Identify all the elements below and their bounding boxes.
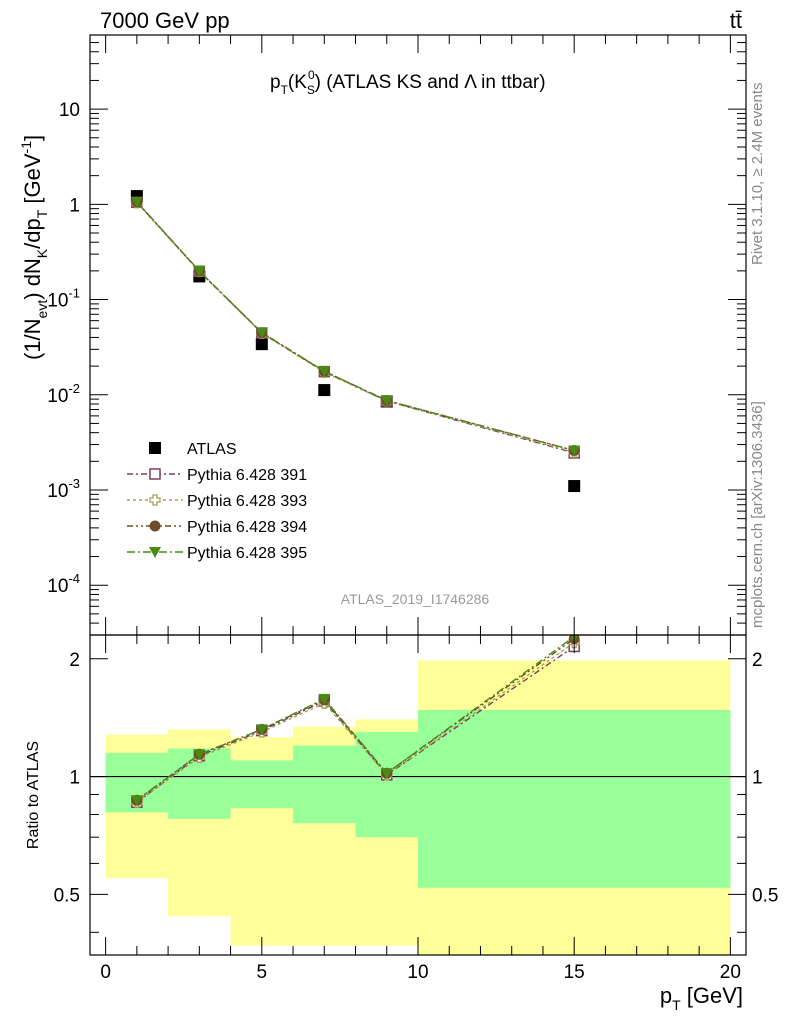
ratio-point [318,693,331,705]
main-panel: 10-4 10-3 10-2 10-1 1 10 pT(KS0) (ATLAS KS an… [18,34,747,636]
ratio-y-tick-label-right: 1 [752,768,763,789]
data-point [568,480,581,493]
ratio-y-tick-label-left: 2 [69,650,80,671]
y-tick-label: 10 [59,100,80,121]
y-tick-label: 10-2 [47,381,80,407]
data-point [255,338,268,351]
x-tick-label: 5 [257,962,268,983]
x-tick-label: 15 [564,962,585,983]
data-point [130,196,143,208]
band-green [230,760,294,809]
energy-label: 7000 GeV pp [100,8,230,33]
band-green [355,731,418,838]
main-title: pT(KS0) (ATLAS KS and Λ in ttbar) [270,68,546,97]
legend: ATLAS Pythia 6.428 391 Pythia 6.428 393 Pyt… [127,441,307,562]
legend-label: ATLAS [187,441,237,458]
x-tick-label: 0 [100,962,111,983]
x-tick-label: 20 [720,962,741,983]
ratio-point [193,749,206,761]
ratio-point [380,768,393,780]
data-point [568,445,581,457]
y-tick-label: 10-1 [47,286,80,312]
ratio-series-line [136,635,575,801]
ratio-y-tick-label-right: 0.5 [752,885,778,906]
y-tick-label: 10-4 [47,571,80,597]
data-point [318,384,331,397]
data-point [255,327,268,339]
series-line [136,201,575,452]
y-tick-label: 10-3 [47,476,80,502]
legend-marker [149,468,161,480]
ratio-panel: 0.5 0.51 12 20 5 10 15 20 Ratio to ATLAS pT [Ge… [25,634,778,1013]
rivet-label: Rivet 3.1.10, ≥ 2.4M events [749,83,766,266]
series-line [136,201,575,454]
ratio-point [255,724,268,736]
legend-marker [149,442,161,454]
data-point [380,395,393,407]
y-tick-label: 1 [69,195,80,216]
main-axis: 10-4 10-3 10-2 10-1 1 10 [47,34,746,636]
band-green [293,745,356,824]
series-line [136,202,575,453]
legend-marker [149,520,161,532]
data-point [193,265,206,277]
legend-label: Pythia 6.428 393 [187,493,307,510]
legend-label: Pythia 6.428 395 [187,545,307,562]
data-point [318,366,331,378]
mcplots-label: mcplots.cern.ch [arXiv:1306.3436] [749,401,766,628]
ratio-point [130,795,143,807]
x-tick-label: 10 [407,962,428,983]
legend-marker [149,547,161,558]
legend-label: Pythia 6.428 391 [187,467,307,484]
process-label: tt̄ [730,8,742,33]
ratio-bands [90,660,746,955]
ratio-y-tick-label-right: 2 [752,650,763,671]
analysis-id: ATLAS_2019_I1746286 [341,591,490,607]
main-marks [130,190,581,493]
ratio-ylabel: Ratio to ATLAS [25,741,42,849]
ratio-xlabel: pT [GeV] [660,983,743,1013]
legend-marker [149,494,161,506]
ratio-y-tick-label-left: 1 [69,768,80,789]
band-green [418,709,731,888]
ratio-axis: 0.5 0.51 12 20 5 10 15 20 [54,635,778,983]
series-line [136,201,575,452]
ratio-y-tick-label-left: 0.5 [54,885,80,906]
main-ylabel: (1/Nevt) dNK/dpT [GeV-1] [18,135,50,360]
legend-label: Pythia 6.428 394 [187,519,307,536]
